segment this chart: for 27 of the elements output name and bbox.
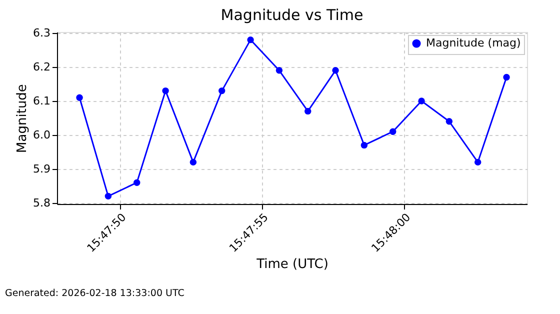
point xyxy=(446,118,453,125)
y-tick-label: 6.3 xyxy=(33,26,50,40)
y-tick-label: 6.2 xyxy=(33,60,50,74)
point xyxy=(247,36,254,44)
y-tick-label: 5.8 xyxy=(33,196,50,210)
point xyxy=(218,87,226,94)
y-tick-label: 5.9 xyxy=(33,162,50,176)
text: Generated: 2026-02-18 13:33:00 UTC xyxy=(5,288,185,299)
point xyxy=(76,94,83,101)
point xyxy=(162,87,169,94)
point xyxy=(418,98,425,104)
point xyxy=(134,179,140,186)
point xyxy=(104,192,112,200)
chart-title: Magnitude vs Time xyxy=(220,6,364,24)
point xyxy=(304,108,312,115)
y-tick-label: 6.1 xyxy=(33,94,50,108)
point xyxy=(360,142,368,149)
point xyxy=(474,158,482,166)
point xyxy=(276,67,283,74)
x-axis-title: Time (UTC) xyxy=(256,257,328,272)
point xyxy=(390,128,396,135)
y-axis-title: Magnitude xyxy=(15,84,30,153)
point xyxy=(503,74,510,81)
legend-label: Magnitude (mag) xyxy=(426,36,521,50)
y-tick-label: 6.0 xyxy=(33,128,50,142)
point xyxy=(332,67,339,74)
point xyxy=(190,158,197,166)
